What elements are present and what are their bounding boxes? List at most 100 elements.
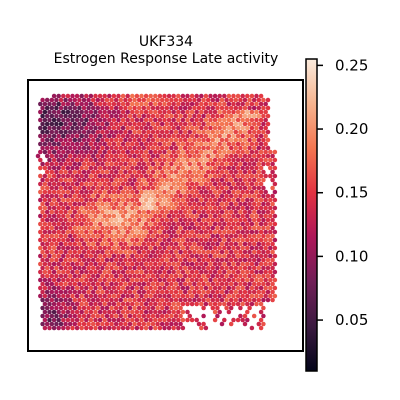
spot-marker <box>219 193 225 199</box>
spot-marker <box>272 189 278 195</box>
spot-marker <box>169 249 174 255</box>
spot-marker <box>107 149 112 155</box>
spot-marker <box>155 201 160 207</box>
spot-marker <box>84 221 89 227</box>
spot-marker <box>70 157 75 163</box>
spot-marker <box>150 153 156 159</box>
spot-marker <box>173 233 179 239</box>
spot-marker <box>263 173 268 179</box>
spot-marker <box>77 97 82 103</box>
spot-marker <box>210 121 216 127</box>
spot-marker <box>254 213 259 219</box>
colorbar-tick-label: 0.05 <box>335 311 368 329</box>
spot-marker <box>162 293 167 299</box>
spot-marker <box>235 245 241 251</box>
spot-marker <box>93 261 98 267</box>
spot-marker <box>136 177 142 183</box>
spot-marker <box>258 261 264 267</box>
spot-marker <box>210 193 216 199</box>
spot-marker <box>38 173 43 179</box>
spot-marker <box>189 253 195 259</box>
spot-marker <box>256 121 262 127</box>
spot-marker <box>111 317 117 323</box>
spot-marker <box>194 221 199 227</box>
spot-marker <box>208 301 213 307</box>
spot-marker <box>173 105 179 111</box>
spot-marker <box>146 297 151 303</box>
spot-marker <box>251 233 257 239</box>
spot-marker <box>212 309 218 315</box>
spot-marker <box>205 137 211 143</box>
spot-marker <box>72 297 78 303</box>
spot-marker <box>171 141 176 147</box>
spot-marker <box>111 213 117 219</box>
spot-marker <box>93 133 98 139</box>
spot-marker <box>238 137 243 143</box>
spot-marker <box>199 253 204 259</box>
spot-marker <box>111 181 117 187</box>
spot-marker <box>199 237 204 243</box>
spot-marker <box>100 185 105 191</box>
spot-marker <box>210 137 216 143</box>
spot-marker <box>240 237 245 243</box>
spot-marker <box>263 229 268 235</box>
spot-marker <box>180 157 186 163</box>
spot-marker <box>120 221 126 227</box>
spot-marker <box>196 225 202 231</box>
spot-marker <box>61 269 66 275</box>
spot-marker <box>224 233 229 239</box>
spot-marker <box>136 313 142 319</box>
spot-marker <box>210 169 216 175</box>
spot-marker <box>199 325 204 331</box>
spot-marker <box>86 129 91 135</box>
spot-marker <box>102 109 107 115</box>
spot-marker <box>95 145 101 151</box>
spot-marker <box>263 245 268 251</box>
spot-marker <box>233 185 239 191</box>
spot-marker <box>38 229 43 235</box>
spot-marker <box>180 149 186 155</box>
spot-marker <box>192 233 197 239</box>
spot-marker <box>219 97 225 103</box>
spot-marker <box>123 265 128 271</box>
spot-marker <box>49 305 55 311</box>
spot-marker <box>159 321 165 327</box>
spot-marker <box>102 229 107 235</box>
spot-marker <box>258 109 264 115</box>
spot-marker <box>51 253 57 259</box>
spot-marker <box>143 149 149 155</box>
spot-marker <box>185 173 190 179</box>
spot-marker <box>155 241 160 247</box>
spot-marker <box>72 201 78 207</box>
spot-marker <box>210 201 216 207</box>
spot-marker <box>49 169 55 175</box>
spot-marker <box>261 153 266 159</box>
spot-marker <box>146 97 151 103</box>
spot-marker <box>251 105 257 111</box>
spot-marker <box>116 157 121 163</box>
spot-marker <box>171 317 176 323</box>
spot-marker <box>203 221 209 227</box>
spot-marker <box>38 165 43 171</box>
spot-marker <box>210 129 216 135</box>
spot-marker <box>231 197 236 203</box>
spot-marker <box>61 141 66 147</box>
spot-marker <box>222 93 227 99</box>
spot-marker <box>265 145 271 151</box>
spot-marker <box>166 245 172 251</box>
spot-marker <box>185 125 190 131</box>
spot-marker <box>51 277 57 283</box>
spot-marker <box>42 149 48 155</box>
spot-marker <box>192 249 197 255</box>
spot-marker <box>242 281 248 287</box>
spot-marker <box>90 281 96 287</box>
spot-marker <box>166 253 172 259</box>
spot-marker <box>254 141 259 147</box>
spot-marker <box>118 161 124 167</box>
spot-marker <box>54 321 59 327</box>
spot-marker <box>49 113 55 119</box>
spot-marker <box>42 309 48 315</box>
spot-marker <box>171 205 176 211</box>
spot-marker <box>157 253 163 259</box>
spot-marker <box>102 253 107 259</box>
